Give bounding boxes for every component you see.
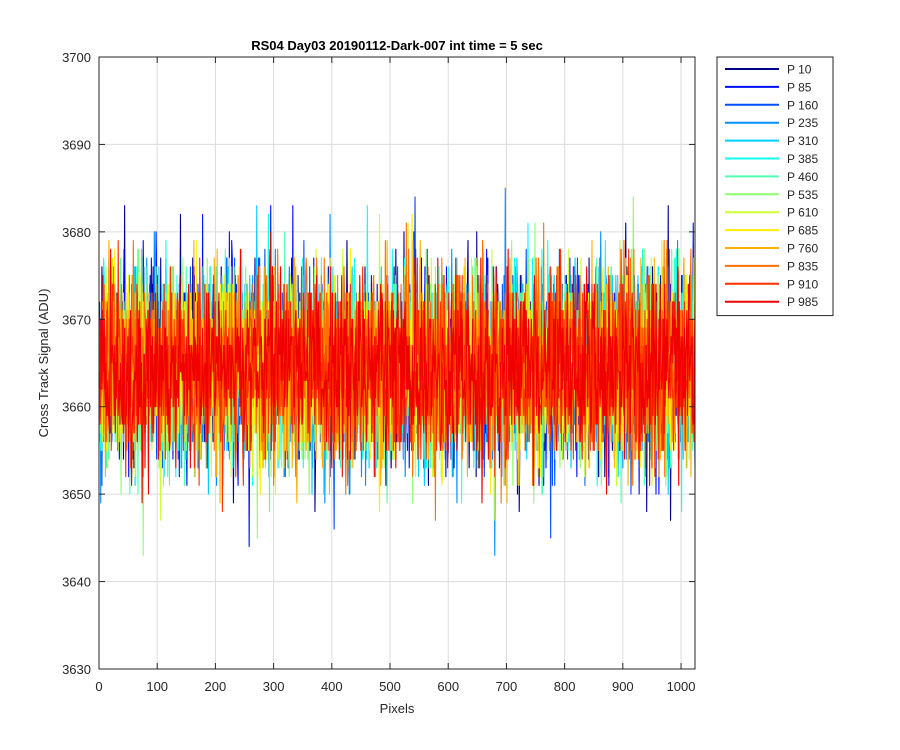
- x-tick-label: 900: [612, 679, 634, 694]
- legend-label: P 85: [787, 80, 812, 94]
- plot-lines: [99, 187, 695, 556]
- y-axis-label: Cross Track Signal (ADU): [36, 289, 51, 438]
- legend-label: P 160: [787, 98, 818, 112]
- y-tick-label: 3660: [62, 400, 91, 415]
- x-tick-label: 300: [263, 679, 285, 694]
- y-tick-label: 3700: [62, 50, 91, 65]
- y-tick-label: 3690: [62, 137, 91, 152]
- legend-label: P 460: [787, 170, 818, 184]
- y-tick-label: 3680: [62, 225, 91, 240]
- y-tick-label: 3650: [62, 487, 91, 502]
- y-tick-label: 3630: [62, 662, 91, 677]
- legend-label: P 910: [787, 277, 818, 291]
- legend: P 10 P 85 P 160 P 235 P 310 P 385 P 460 P 535 P …: [716, 56, 834, 317]
- legend-label: P 760: [787, 242, 818, 256]
- y-tick-label: 3670: [62, 312, 91, 327]
- axes-box: [98, 56, 696, 670]
- x-tick-label: 0: [95, 679, 102, 694]
- chart-title: RS04 Day03 20190112-Dark-007 int time = …: [251, 38, 543, 53]
- x-tick-label: 100: [146, 679, 168, 694]
- series-line: [99, 231, 695, 504]
- x-tick-label: 1000: [667, 679, 696, 694]
- legend-label: P 310: [787, 134, 818, 148]
- y-tick-label: 3640: [62, 575, 91, 590]
- legend-label: P 985: [787, 295, 818, 309]
- x-tick-label: 600: [437, 679, 459, 694]
- legend-label: P 685: [787, 224, 818, 238]
- legend-label: P 235: [787, 116, 818, 130]
- legend-label: P 10: [787, 63, 812, 77]
- x-tick-label: 200: [205, 679, 227, 694]
- axis-ticks: 0 100 200 300 400 500 600 700 800 900 1000 3630 3640…: [62, 50, 695, 694]
- x-tick-label: 700: [496, 679, 518, 694]
- legend-label: P 535: [787, 188, 818, 202]
- legend-label: P 835: [787, 259, 818, 273]
- x-axis-label: Pixels: [380, 701, 415, 716]
- x-tick-label: 400: [321, 679, 343, 694]
- legend-box: [716, 56, 834, 317]
- legend-label: P 385: [787, 152, 818, 166]
- x-tick-label: 800: [554, 679, 576, 694]
- legend-label: P 610: [787, 206, 818, 220]
- x-tick-label: 500: [379, 679, 401, 694]
